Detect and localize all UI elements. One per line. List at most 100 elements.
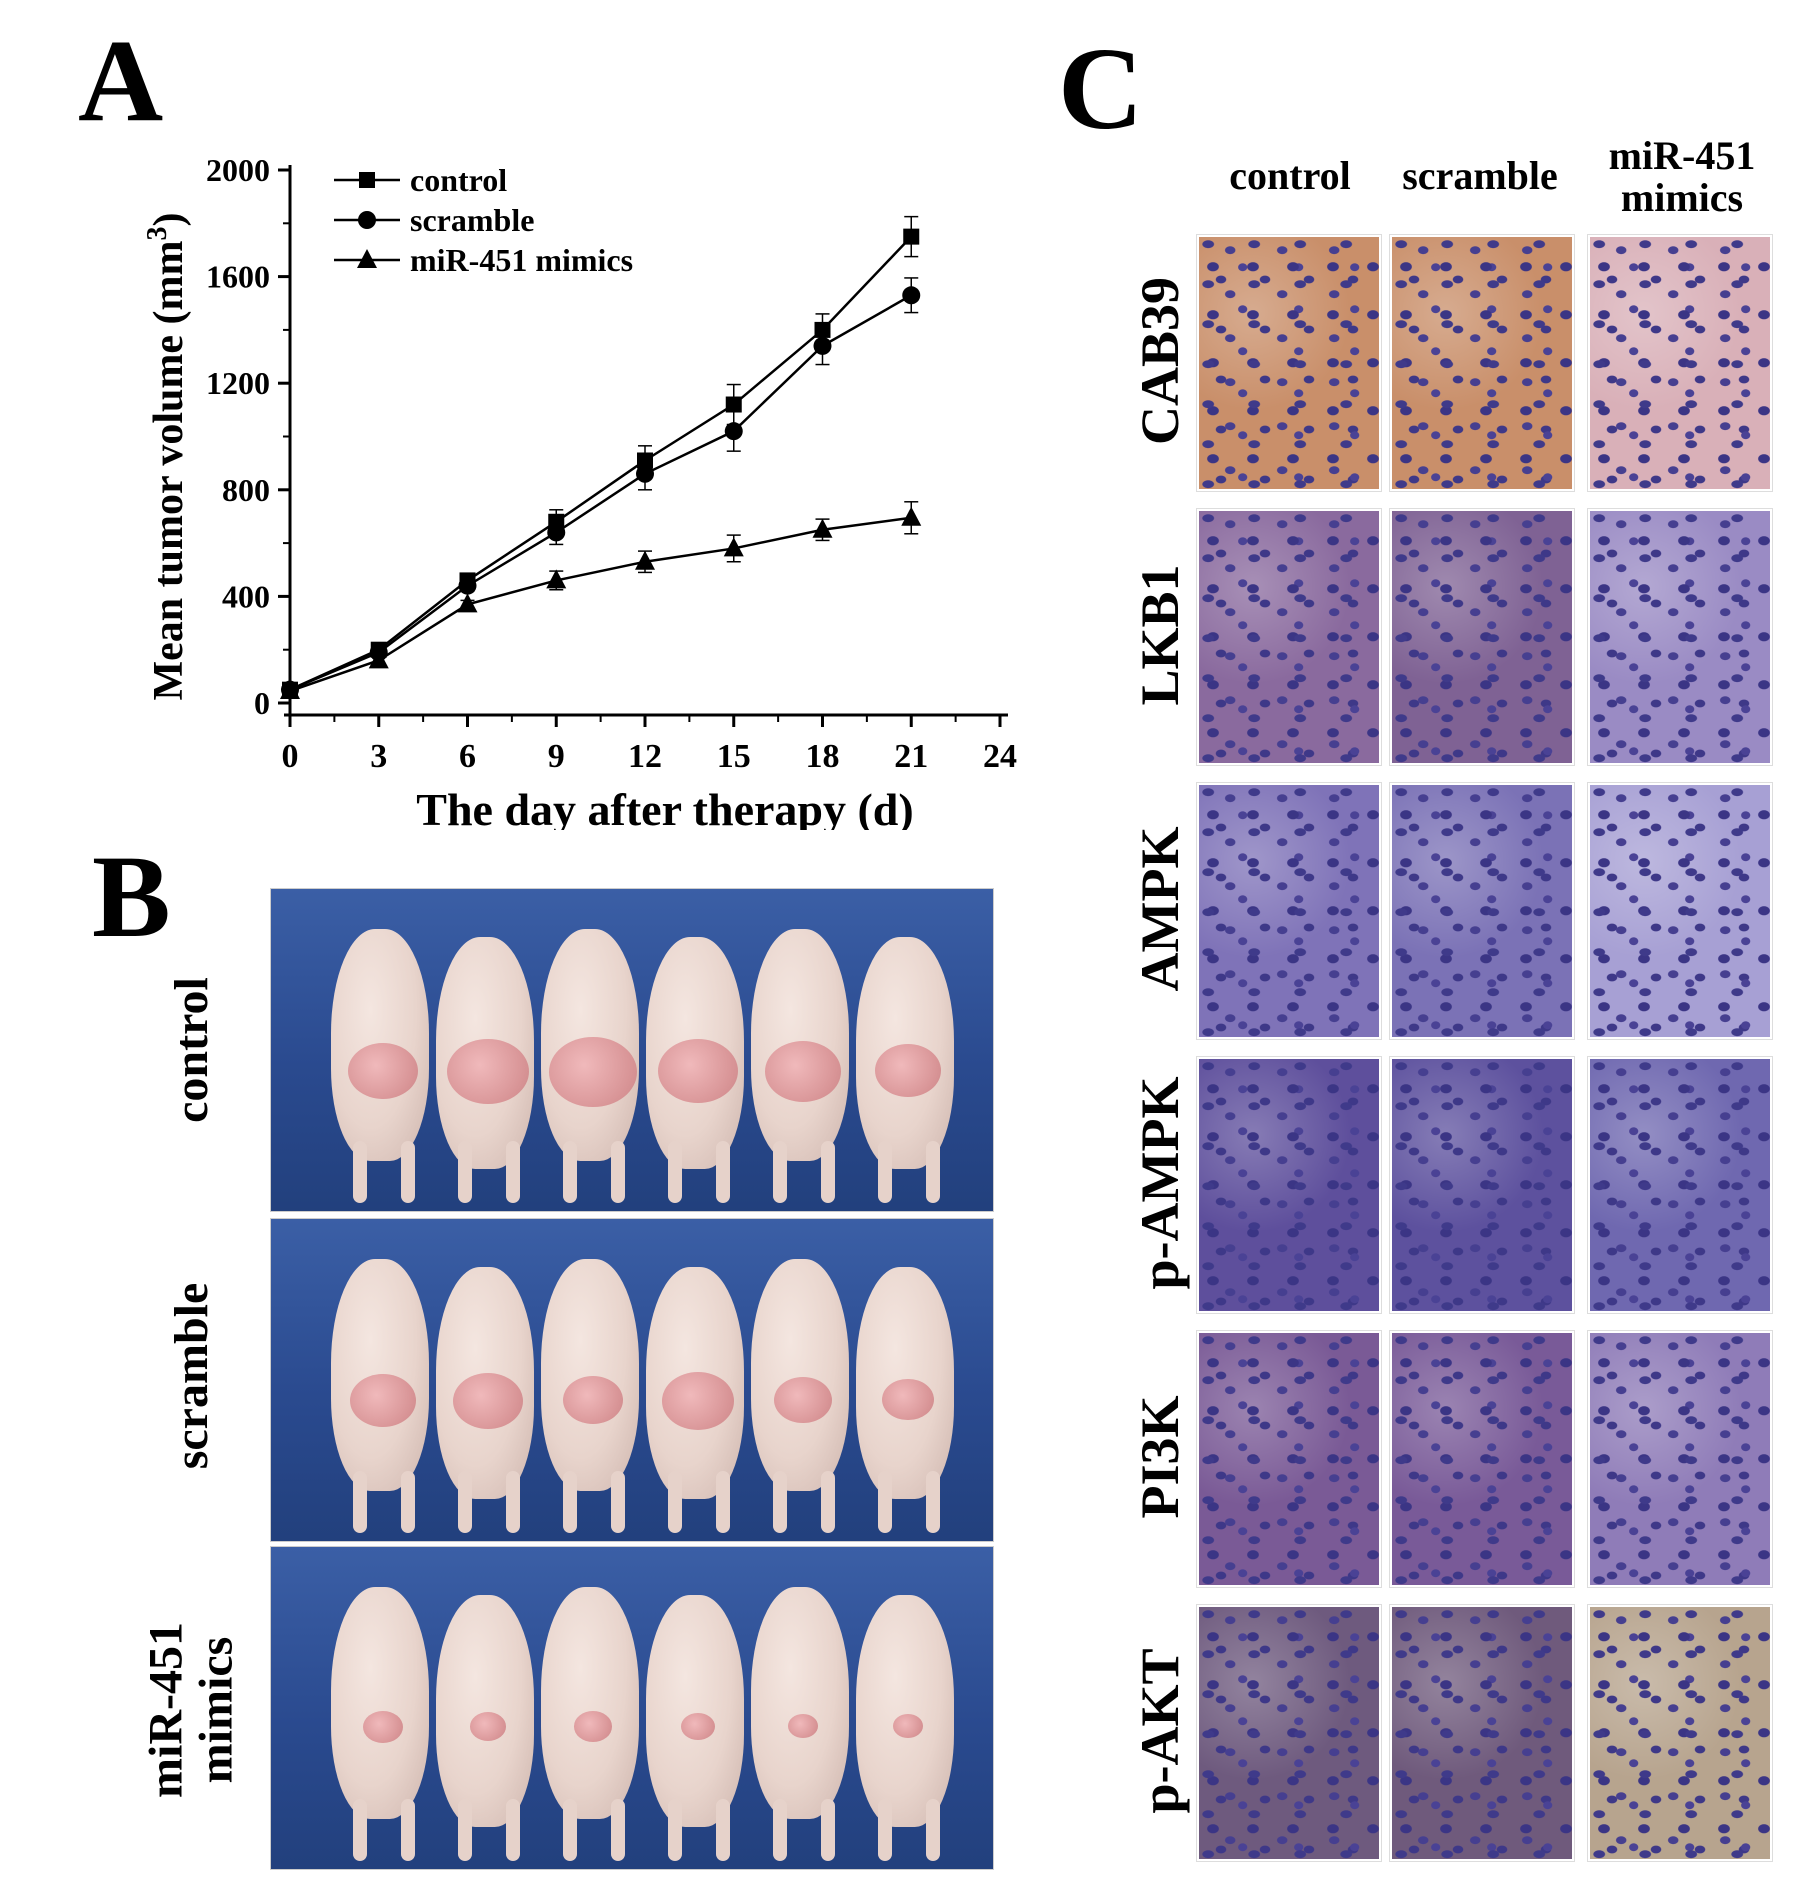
mouse-leg: [668, 1471, 682, 1533]
data-point-1: [636, 464, 654, 483]
ihc-col-header-mimics-line2: mimics: [1620, 175, 1744, 220]
mouse-leg: [401, 1471, 415, 1533]
mouse-leg: [926, 1799, 940, 1861]
ihc-image: [1390, 783, 1574, 1039]
data-point-2: [812, 518, 833, 538]
legend-marker-1: [358, 211, 376, 229]
ihc-image: [1390, 1605, 1574, 1861]
mouse-leg: [668, 1799, 682, 1861]
tumor: [765, 1040, 841, 1102]
mouse-leg: [716, 1141, 730, 1203]
mouse-leg: [563, 1799, 577, 1861]
mouse-leg: [401, 1799, 415, 1861]
ihc-image: [1390, 235, 1574, 491]
tumor: [350, 1374, 416, 1427]
panel-label-b: B: [92, 831, 171, 962]
mouse-leg: [563, 1471, 577, 1533]
mice-photo-2: [270, 1546, 994, 1870]
mouse-leg: [506, 1141, 520, 1203]
mouse-leg: [563, 1141, 577, 1203]
mice-row-label-mimics: miR-451 mimics: [140, 1622, 243, 1798]
mouse-leg: [611, 1471, 625, 1533]
tumor: [788, 1714, 818, 1739]
mouse: [436, 1595, 534, 1827]
ihc-image: [1390, 1057, 1574, 1313]
data-point-1: [813, 336, 832, 355]
ihc-image: [1197, 783, 1381, 1039]
mouse-leg: [878, 1471, 892, 1533]
data-point-1: [547, 523, 566, 542]
ihc-col-header-control: control: [1229, 153, 1351, 198]
tumor: [363, 1710, 403, 1743]
mouse-leg: [353, 1471, 367, 1533]
mouse-leg: [926, 1141, 940, 1203]
mouse-leg: [401, 1141, 415, 1203]
y-tick-label: 2000: [206, 152, 270, 188]
x-axis-label: The day after therapy (d): [416, 784, 913, 830]
ihc-image: [1588, 509, 1772, 765]
ihc-image: [1588, 1331, 1772, 1587]
panel-label-c: C: [1058, 23, 1144, 154]
series-line-2: [289, 516, 912, 693]
tumor: [447, 1038, 529, 1105]
tumor: [893, 1714, 923, 1739]
data-point-1: [902, 286, 921, 305]
data-point-1: [458, 576, 477, 595]
mouse-leg: [821, 1799, 835, 1861]
mouse: [541, 1587, 639, 1819]
mouse-leg: [458, 1471, 472, 1533]
x-tick-label: 18: [806, 738, 840, 775]
tumor: [658, 1039, 738, 1104]
ihc-image: [1390, 509, 1574, 765]
mouse-leg: [773, 1141, 787, 1203]
data-point-2: [368, 649, 389, 669]
tumor-volume-chart: 0 400 800 1200 1600 2000 0 3 6 9 12 15 18 21 24 The day…: [142, 152, 1017, 830]
mouse-leg: [878, 1799, 892, 1861]
mouse-leg: [458, 1141, 472, 1203]
ihc-image: [1197, 1057, 1381, 1313]
mouse: [856, 1595, 954, 1827]
tumor: [470, 1712, 506, 1741]
data-point-2: [635, 550, 655, 570]
data-point-2: [457, 593, 478, 613]
x-tick-label: 24: [983, 738, 1017, 775]
tumor: [875, 1044, 941, 1097]
ihc-col-header-scramble: scramble: [1402, 153, 1558, 198]
y-tick-label: 1600: [206, 259, 270, 295]
y-tick-label: 0: [254, 685, 270, 721]
data-point-2: [723, 537, 744, 557]
ihc-image: [1197, 509, 1381, 765]
mouse: [751, 1259, 849, 1491]
x-tick-label: 15: [717, 738, 751, 775]
mouse-leg: [716, 1799, 730, 1861]
y-tick-label: 800: [222, 472, 270, 508]
mouse: [541, 1259, 639, 1491]
legend-label-0: control: [410, 162, 507, 198]
mouse-leg: [821, 1141, 835, 1203]
tumor: [774, 1376, 832, 1424]
mice-photo-1: [270, 1218, 994, 1542]
mouse-leg: [668, 1141, 682, 1203]
ihc-image: [1588, 1605, 1772, 1861]
mouse-leg: [773, 1799, 787, 1861]
ihc-image: [1197, 1605, 1381, 1861]
ihc-col-header-mimics-line1: miR-451: [1608, 133, 1756, 178]
data-point-0: [903, 228, 920, 245]
mouse: [751, 1587, 849, 1819]
tumor: [662, 1372, 734, 1430]
tumor: [549, 1036, 637, 1108]
mouse-leg: [506, 1799, 520, 1861]
legend-marker-2: [357, 249, 377, 268]
mice-row-label-control: control: [165, 977, 218, 1123]
mouse-leg: [878, 1141, 892, 1203]
legend-label-1: scramble: [410, 202, 534, 238]
mouse-leg: [773, 1471, 787, 1533]
legend-label-2: miR-451 mimics: [410, 242, 633, 278]
mouse-leg: [458, 1799, 472, 1861]
x-tick-label: 6: [459, 738, 476, 775]
ihc-image: [1588, 783, 1772, 1039]
x-tick-label: 9: [548, 738, 565, 775]
mice-photo-0: [270, 888, 994, 1212]
data-point-0: [725, 396, 742, 413]
ihc-image: [1197, 235, 1381, 491]
